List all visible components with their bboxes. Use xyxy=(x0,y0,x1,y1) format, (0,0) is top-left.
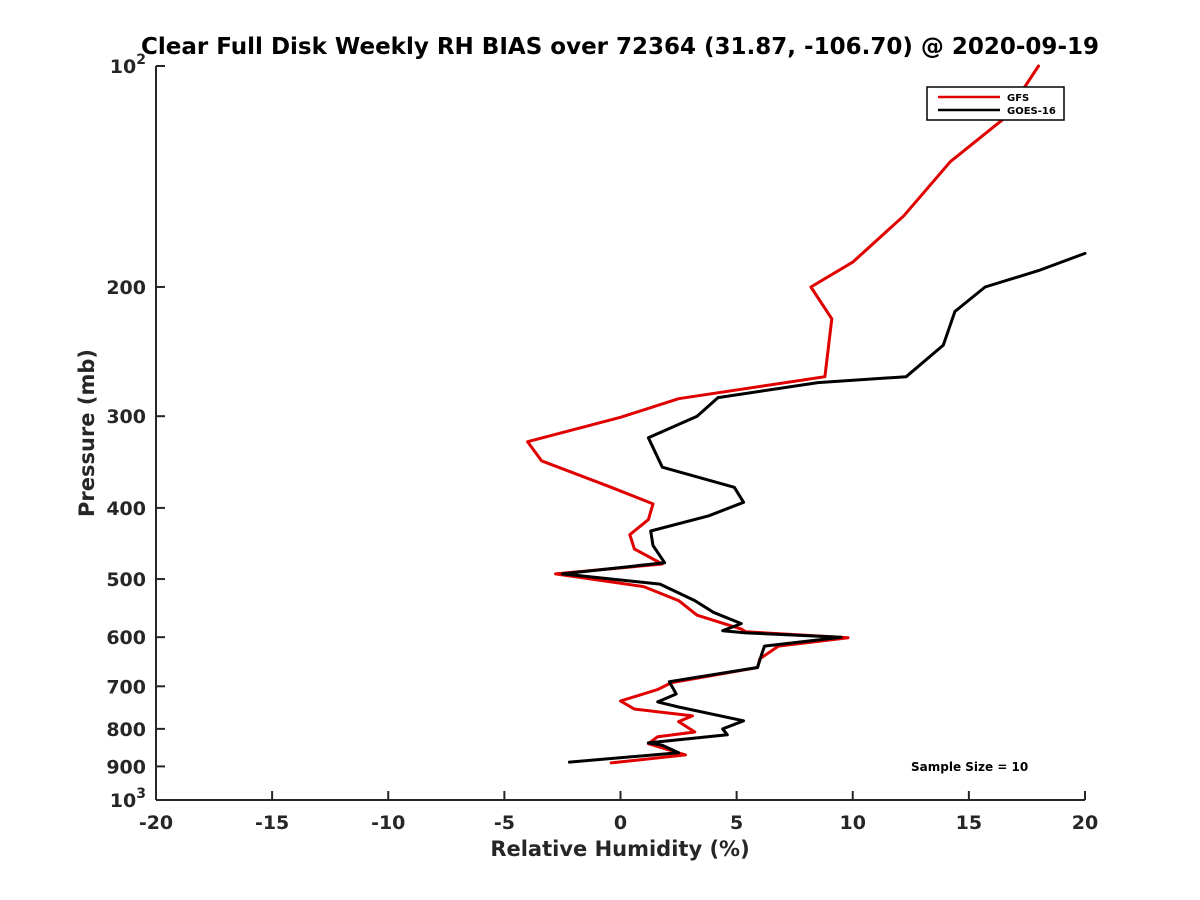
y-axis-label: Pressure (mb) xyxy=(75,349,99,517)
x-tick-label: -5 xyxy=(494,812,515,834)
x-tick-label: 20 xyxy=(1072,812,1098,834)
y-tick-exponent: 2 xyxy=(136,52,146,68)
ticks: -20 -15 -10 -5 0 5 10 15 20 200 300 400 500 600 700 800… xyxy=(106,52,1098,834)
x-tick-label: -10 xyxy=(371,812,405,834)
series-line-gfs xyxy=(526,64,1040,765)
y-tick-exponent: 3 xyxy=(136,786,146,802)
x-tick-label: -15 xyxy=(255,812,289,834)
y-tick-label: 900 xyxy=(106,756,146,778)
sample-size-note: Sample Size = 10 xyxy=(911,760,1028,774)
legend-label-gfs: GFS xyxy=(1007,93,1029,104)
y-tick-label: 600 xyxy=(106,627,146,649)
legend-label-goes16: GOES-16 xyxy=(1007,106,1056,117)
y-tick-label: 800 xyxy=(106,719,146,741)
y-tick-label: 400 xyxy=(106,498,146,520)
x-tick-label: 5 xyxy=(730,812,743,834)
y-tick-label: 300 xyxy=(106,406,146,428)
y-tick-label: 102 xyxy=(110,52,146,78)
x-tick-label: 15 xyxy=(956,812,982,834)
legend-box xyxy=(926,86,1065,121)
y-tick-label: 200 xyxy=(106,277,146,299)
y-tick-label: 103 xyxy=(110,786,146,812)
series xyxy=(526,64,1087,765)
x-tick-label: -20 xyxy=(139,812,173,834)
x-tick-label: 0 xyxy=(614,812,627,834)
legend: GFS GOES-16 xyxy=(926,86,1065,121)
y-tick-base: 10 xyxy=(110,56,136,78)
chart-title: Clear Full Disk Weekly RH BIAS over 7236… xyxy=(141,34,1099,60)
x-tick-label: 10 xyxy=(840,812,866,834)
y-tick-label: 700 xyxy=(106,676,146,698)
series-line-goes-16 xyxy=(560,251,1087,764)
axes xyxy=(155,66,1085,801)
y-tick-label: 500 xyxy=(106,569,146,591)
x-axis-label: Relative Humidity (%) xyxy=(490,837,749,861)
y-tick-base: 10 xyxy=(110,790,136,812)
